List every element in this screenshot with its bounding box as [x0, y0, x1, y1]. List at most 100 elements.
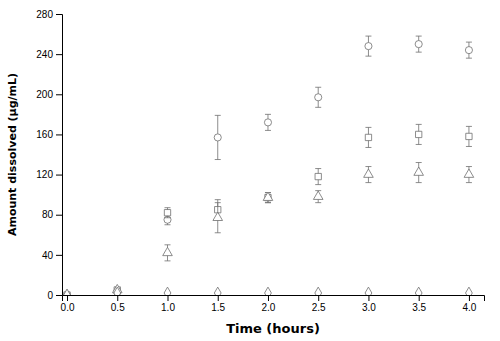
error-bar — [265, 114, 271, 130]
point — [364, 169, 374, 177]
tick-mark — [368, 295, 369, 301]
error-bar — [365, 36, 371, 56]
error-bar — [315, 87, 321, 107]
error-bar-cap — [165, 244, 171, 245]
tick-mark — [469, 295, 470, 301]
tick-mark — [117, 295, 118, 301]
point — [365, 287, 372, 295]
point — [315, 173, 321, 179]
point — [465, 47, 472, 54]
tick-label: 1.5 — [211, 302, 225, 313]
tick-mark — [56, 175, 62, 176]
tick: 0 — [47, 290, 62, 301]
tick-label: 200 — [36, 89, 53, 100]
tick: 120 — [36, 169, 62, 180]
series — [64, 287, 473, 295]
tick: 280 — [36, 9, 62, 20]
x-axis-title: Time (hours) — [226, 321, 320, 336]
tick-label: 160 — [36, 129, 53, 140]
tick: 2.0 — [262, 295, 276, 313]
error-bar — [466, 126, 472, 146]
point — [466, 133, 472, 139]
tick-label: 0 — [47, 290, 53, 301]
tick: 1.5 — [211, 295, 225, 313]
point — [263, 192, 273, 200]
error-bar-cap — [365, 166, 371, 167]
point — [415, 287, 422, 295]
error-bar-cap — [265, 114, 271, 115]
point — [313, 191, 323, 199]
point — [114, 287, 121, 295]
error-bar-cap — [315, 168, 321, 169]
point — [415, 41, 422, 48]
error-bar-cap — [165, 217, 171, 218]
error-bar-cap — [466, 182, 472, 183]
tick-label: 0.5 — [111, 302, 125, 313]
error-bar-cap — [315, 87, 321, 88]
tick: 80 — [42, 209, 62, 220]
axis-line — [63, 296, 485, 302]
tick-mark — [56, 215, 62, 216]
point — [214, 134, 221, 141]
error-bar-cap — [265, 130, 271, 131]
error-bar-cap — [165, 207, 171, 208]
tick-label: 2.0 — [262, 302, 276, 313]
tick: 4.0 — [462, 295, 476, 313]
error-bar-cap — [365, 36, 371, 37]
point — [164, 210, 170, 216]
point — [416, 131, 422, 137]
error-bar — [416, 36, 422, 52]
tick: 160 — [36, 129, 62, 140]
marks-inner — [62, 36, 474, 295]
error-bar — [416, 124, 422, 144]
error-bar-cap — [416, 182, 422, 183]
tick-mark — [56, 255, 62, 256]
point — [64, 289, 71, 295]
tick-mark — [56, 295, 62, 296]
tick-mark — [56, 134, 62, 135]
error-bar-cap — [315, 107, 321, 108]
tick: 2.5 — [312, 295, 326, 313]
point — [315, 287, 322, 295]
series — [64, 124, 472, 295]
tick-mark — [56, 94, 62, 95]
tick-label: 80 — [42, 209, 54, 220]
error-bar-cap — [215, 115, 221, 116]
tick: 0.0 — [61, 295, 75, 313]
tick: 40 — [42, 250, 62, 261]
error-bar-cap — [466, 58, 472, 59]
point — [414, 167, 424, 175]
error-bar-cap — [215, 202, 221, 203]
tick-label: 280 — [36, 9, 53, 20]
error-bar-cap — [265, 202, 271, 203]
tick: 200 — [36, 89, 62, 100]
tick-label: 40 — [42, 250, 54, 261]
point — [214, 287, 221, 295]
error-bar-cap — [466, 126, 472, 127]
error-bar — [365, 127, 371, 147]
axis-line — [56, 15, 63, 296]
error-bar — [315, 169, 321, 185]
tick-mark — [56, 14, 62, 15]
point — [265, 287, 272, 295]
error-bar — [215, 115, 221, 159]
tick-label: 1.0 — [161, 302, 175, 313]
tick-mark — [67, 295, 68, 301]
tick-label: 240 — [36, 49, 53, 60]
plot: 0.0 0.5 1.0 1.5 2.0 2.5 3.0 3.5 4.0 0 40 80 120 160 20… — [36, 9, 484, 313]
x-axis: 0.0 0.5 1.0 1.5 2.0 2.5 3.0 3.5 4.0 — [61, 295, 485, 313]
tick-mark — [268, 295, 269, 301]
tick-label: 3.5 — [412, 302, 426, 313]
tick: 3.0 — [362, 295, 376, 313]
y-axis-title: Amount dissolved (µg/mL) — [6, 73, 19, 236]
point — [163, 247, 173, 255]
tick-label: 4.0 — [462, 302, 476, 313]
y-axis: 0 40 80 120 160 200 240 280 — [36, 9, 62, 301]
error-bar-cap — [416, 162, 422, 163]
point — [365, 43, 372, 50]
error-bar-cap — [416, 36, 422, 37]
error-bar-cap — [365, 127, 371, 128]
error-bar-cap — [416, 144, 422, 145]
error-bar-cap — [165, 224, 171, 225]
tick-mark — [419, 295, 420, 301]
